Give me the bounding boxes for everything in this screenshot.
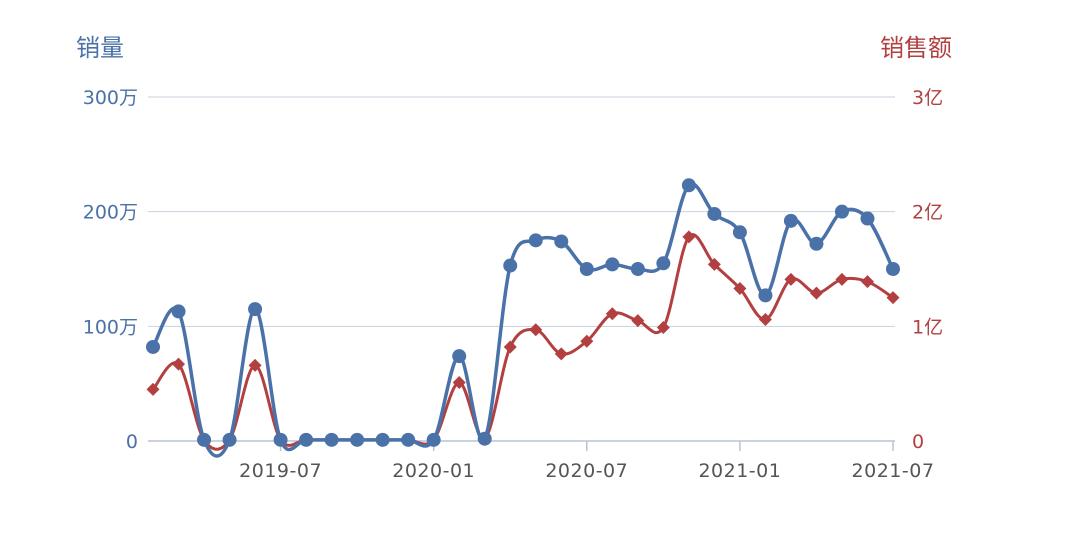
- sales-amount-point: [172, 357, 186, 371]
- left-tick-label: 200万: [83, 202, 138, 224]
- sales-volume-point: [605, 257, 620, 272]
- sales-volume-point: [197, 432, 212, 447]
- sales-amount-point: [503, 340, 517, 354]
- sales-amount-point: [605, 307, 619, 321]
- sales-volume-point: [886, 262, 900, 276]
- sales-amount-point: [835, 272, 849, 286]
- sales-volume-point: [528, 233, 543, 248]
- right-tick-label: 0: [912, 431, 924, 453]
- sales-volume-point: [834, 204, 849, 219]
- sales-amount-point: [529, 323, 543, 337]
- x-tick-label: 2021-07: [852, 460, 935, 482]
- sales-volume-line: [151, 182, 895, 458]
- sales-amount-point: [580, 334, 594, 348]
- right-tick-label: 1亿: [912, 316, 943, 338]
- x-tick-label: 2020-01: [392, 460, 475, 482]
- sales-volume-point: [860, 211, 875, 226]
- sales-amount-point: [248, 358, 262, 372]
- sales-volume-point: [248, 302, 263, 317]
- sales-volume-point: [758, 288, 773, 303]
- x-tick-label: 2021-01: [698, 460, 781, 482]
- sales-volume-point: [579, 262, 594, 276]
- sales-volume-point: [299, 432, 314, 447]
- sales-amount-point: [707, 257, 721, 271]
- sales-amount-point: [146, 382, 160, 396]
- sales-volume-point: [273, 432, 288, 447]
- sales-volume-point: [146, 339, 160, 354]
- sales-amount-point: [860, 275, 874, 289]
- axes: 销量 销售额 0 0 100万 1亿 200万 2亿 300万 3亿 2019-07 2020-0…: [76, 34, 952, 482]
- sales-amount-point: [631, 314, 645, 328]
- sales-amount-point: [784, 272, 798, 286]
- sales-volume-point: [324, 432, 339, 447]
- right-tick-label: 2亿: [912, 202, 943, 224]
- sales-volume-point: [732, 225, 747, 240]
- series: [146, 178, 900, 458]
- grid-lines: [148, 96, 895, 442]
- left-tick-label: 100万: [83, 316, 138, 338]
- sales-amount-point: [733, 281, 747, 295]
- sales-volume-point: [503, 258, 518, 273]
- sales-volume-point: [681, 178, 696, 193]
- sales-amount-point: [452, 376, 466, 390]
- left-tick-label: 0: [126, 431, 138, 453]
- sales-volume-point: [477, 431, 492, 446]
- sales-volume-point: [426, 432, 441, 447]
- sales-volume-point: [401, 432, 416, 447]
- sales-amount-point: [886, 291, 900, 305]
- sales-amount-point: [554, 347, 568, 361]
- sales-volume-point: [630, 262, 645, 276]
- sales-volume-point: [656, 256, 671, 271]
- sales-amount-point: [656, 320, 670, 334]
- sales-volume-point: [452, 349, 467, 364]
- sales-volume-point: [375, 432, 390, 447]
- sales-volume-point: [350, 432, 365, 447]
- left-axis-title: 销量: [76, 34, 124, 62]
- sales-volume-point: [783, 213, 798, 228]
- sales-volume-point: [171, 304, 186, 319]
- sales-volume-point: [809, 236, 824, 251]
- x-tick-label: 2020-07: [545, 460, 628, 482]
- sales-volume-point: [222, 432, 237, 447]
- sales-volume-point: [707, 206, 722, 221]
- sales-amount-point: [682, 230, 696, 244]
- left-tick-label: 300万: [83, 87, 138, 109]
- sales-amount-point: [809, 286, 823, 300]
- sales-amount-point: [758, 312, 772, 326]
- right-axis-title: 销售额: [880, 34, 952, 62]
- right-tick-label: 3亿: [912, 87, 943, 109]
- sales-volume-point: [554, 234, 569, 249]
- x-tick-label: 2019-07: [239, 460, 322, 482]
